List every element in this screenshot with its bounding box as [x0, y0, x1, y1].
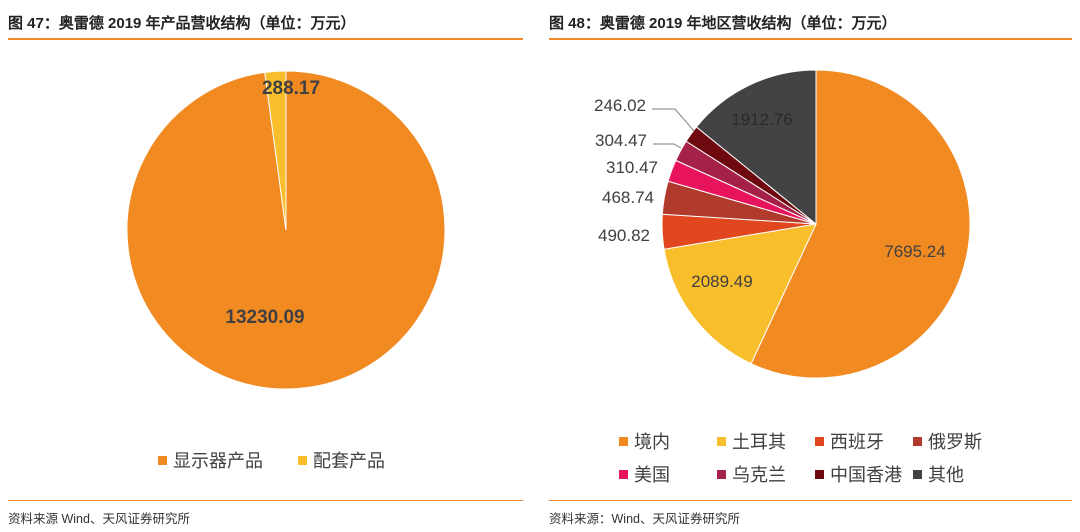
right-legend-row-2: 美国 乌克兰 中国香港 其他	[619, 461, 1011, 487]
right-data-label-0: 7695.24	[884, 242, 945, 261]
right-legend-swatch-0	[619, 436, 628, 446]
left-legend-item-0: 显示器产品	[158, 447, 298, 473]
left-pie-chart: 13230.09 288.17	[126, 70, 446, 390]
right-legend-item-0: 境内	[619, 428, 717, 454]
right-source-rule	[549, 500, 1072, 501]
right-data-label-7: 1912.76	[731, 110, 792, 129]
right-data-label-2: 490.82	[598, 226, 650, 245]
right-legend-item-7: 其他	[913, 461, 1011, 487]
left-title-rule	[8, 38, 523, 40]
left-legend-label-1: 配套产品	[313, 451, 385, 471]
right-legend-item-2: 西班牙	[815, 428, 913, 454]
left-legend-item-1: 配套产品	[298, 447, 438, 473]
right-leader-line-5	[653, 143, 682, 149]
right-legend-item-3: 俄罗斯	[913, 428, 1011, 454]
left-legend-swatch-0	[158, 455, 167, 465]
right-legend-swatch-1	[717, 436, 726, 446]
right-legend-swatch-3	[913, 436, 922, 446]
right-legend-label-7: 其他	[928, 465, 964, 485]
right-legend-item-6: 中国香港	[815, 461, 913, 487]
right-legend-item-4: 美国	[619, 461, 717, 487]
right-legend-label-3: 俄罗斯	[928, 432, 982, 452]
left-source-rule	[8, 500, 523, 501]
left-legend-label-0: 显示器产品	[173, 451, 263, 471]
right-legend-label-6: 中国香港	[830, 465, 902, 485]
right-legend-label-4: 美国	[634, 465, 670, 485]
right-panel: 图 48：奥雷德 2019 年地区营收结构（单位：万元） 7695.24 2089…	[549, 0, 1072, 532]
right-legend-label-2: 西班牙	[830, 432, 884, 452]
right-pie-chart: 7695.24 2089.49 490.82 468.74 310.47 304.47 24…	[594, 69, 971, 379]
right-data-label-5: 304.47	[595, 131, 647, 150]
right-leader-line-6	[652, 108, 695, 132]
right-legend-label-5: 乌克兰	[732, 465, 786, 485]
left-pie-slice-1	[264, 70, 287, 231]
right-source: 资料来源：Wind、天风证券研究所	[549, 512, 740, 526]
right-pie-slice-1	[663, 223, 817, 365]
left-figure-title: 图 47：奥雷德 2019 年产品营收结构（单位：万元）	[8, 15, 356, 32]
right-data-label-1: 2089.49	[691, 272, 752, 291]
right-legend-item-5: 乌克兰	[717, 461, 815, 487]
right-data-label-4: 310.47	[606, 158, 658, 177]
right-pie-slice-0	[750, 69, 971, 379]
right-legend-swatch-5	[717, 469, 726, 479]
left-data-label-0: 13230.09	[225, 307, 304, 328]
right-data-label-6: 246.02	[594, 96, 646, 115]
left-panel: 图 47：奥雷德 2019 年产品营收结构（单位：万元） 13230.09 288…	[8, 0, 523, 532]
left-data-label-1: 288.17	[262, 78, 320, 99]
left-legend: 显示器产品 配套产品	[158, 447, 438, 473]
left-legend-swatch-1	[298, 455, 307, 465]
right-legend-swatch-6	[815, 469, 824, 479]
right-pie-slice-7	[695, 69, 817, 226]
right-legend-label-0: 境内	[634, 432, 670, 452]
right-legend-swatch-4	[619, 469, 628, 479]
right-data-label-3: 468.74	[602, 188, 654, 207]
right-legend-row-1: 境内 土耳其 西班牙 俄罗斯	[619, 428, 1011, 454]
right-legend-swatch-2	[815, 436, 824, 446]
right-legend-label-1: 土耳其	[732, 432, 786, 452]
right-title-rule	[549, 38, 1072, 40]
right-legend-item-1: 土耳其	[717, 428, 815, 454]
right-legend-swatch-7	[913, 469, 922, 479]
left-source: 资料来源 Wind、天风证券研究所	[8, 512, 190, 526]
right-figure-title: 图 48：奥雷德 2019 年地区营收结构（单位：万元）	[549, 15, 897, 32]
